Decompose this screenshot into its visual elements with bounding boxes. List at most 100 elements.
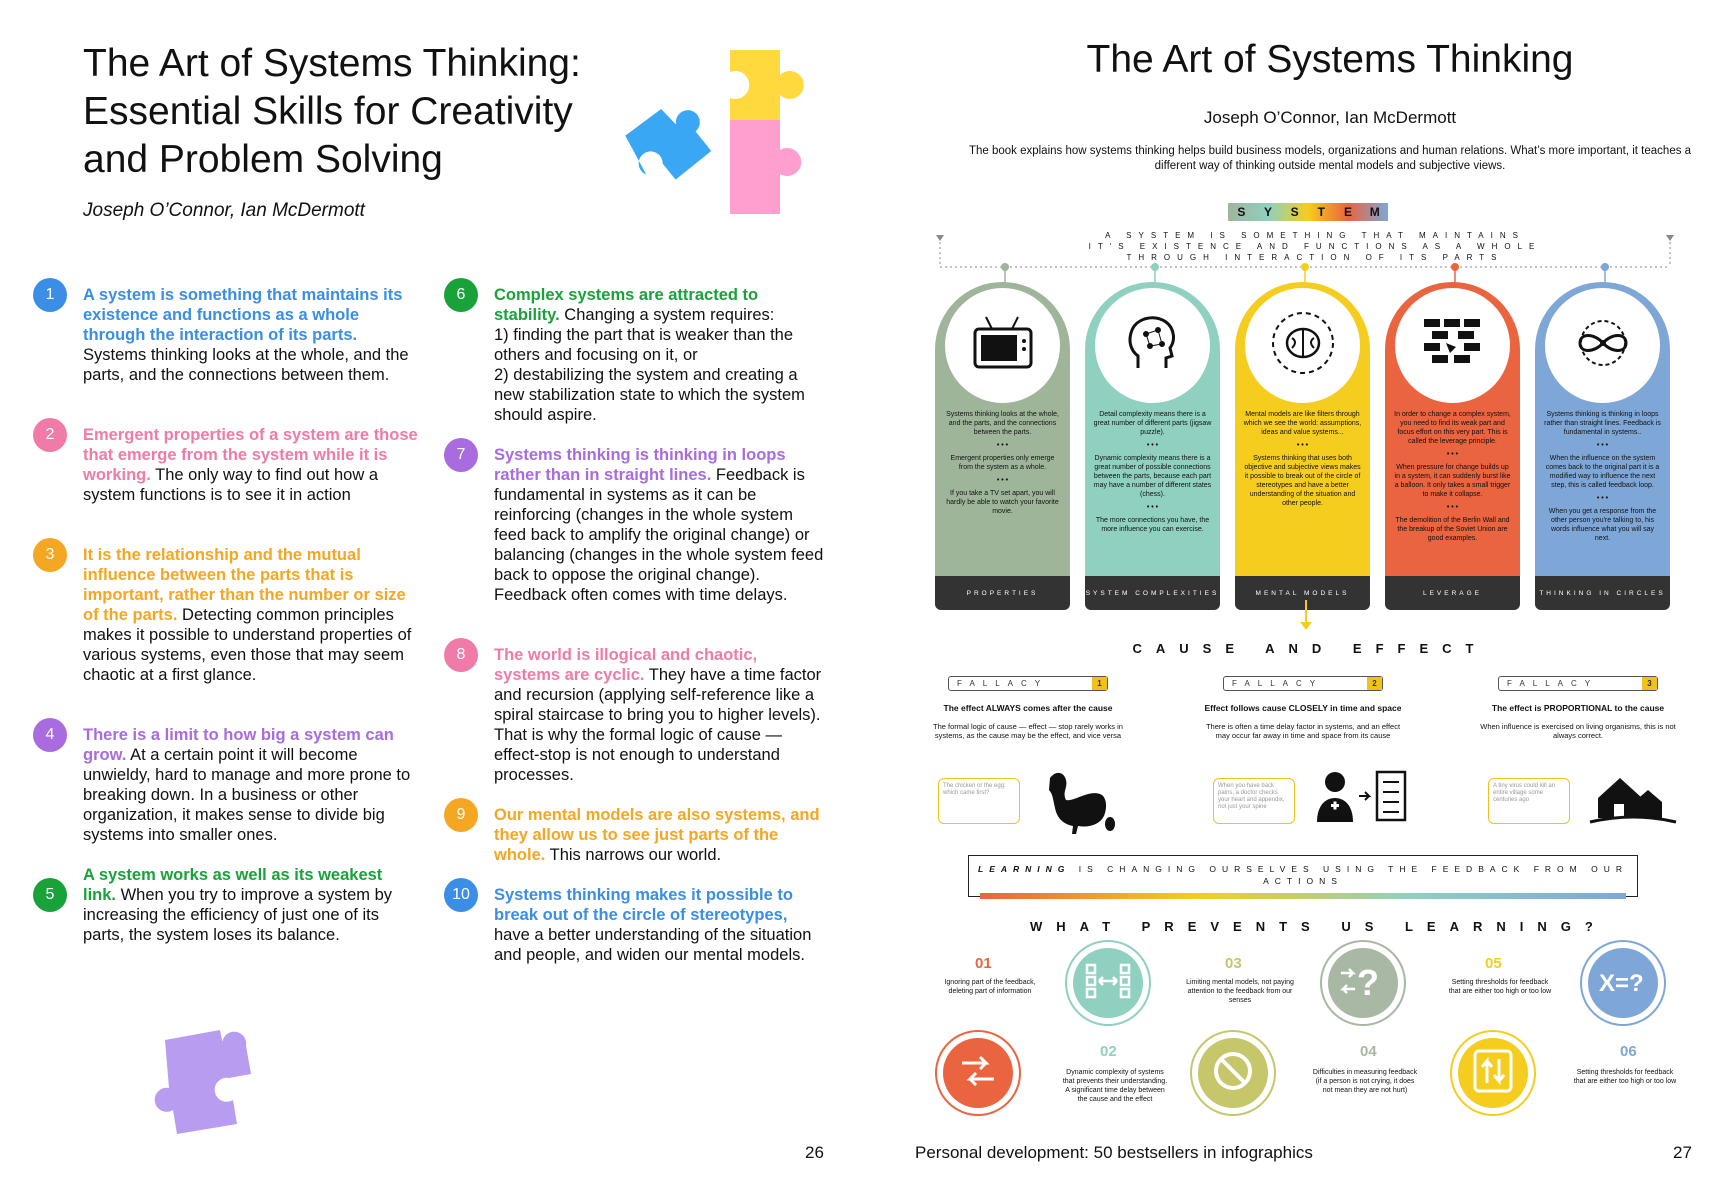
- prevent-text: Dynamic complexity of systems that preve…: [1062, 1069, 1168, 1103]
- point-list-item: 2) destabilizing the system and creating…: [494, 366, 805, 424]
- brick-wall-icon: [1420, 315, 1486, 376]
- fallacy-heading: The effect is PROPORTIONAL to the cause: [1491, 703, 1665, 713]
- point-highlight: Complex systems are attracted to stabili…: [494, 286, 759, 324]
- left-page-title: The Art of Systems Thinking: Essential S…: [83, 42, 581, 181]
- point-highlight: A system works as well as its weakest li…: [83, 866, 383, 904]
- column-icon-circle: [1545, 288, 1660, 403]
- point-highlight: Emergent properties of a system are thos…: [83, 426, 418, 484]
- connect-nodes-icon: [1085, 961, 1131, 1006]
- column-paragraph: Dynamic complexity means there is a grea…: [1093, 455, 1212, 498]
- system-banner: S Y S T E M: [1228, 203, 1388, 221]
- fallacy-tag: Fallacy 3: [1498, 676, 1658, 691]
- prevent-ring: [935, 1030, 1021, 1116]
- point-highlight: Systems thinking is thinking in loops ra…: [494, 446, 786, 484]
- point-highlight: Systems thinking makes it possible to br…: [494, 886, 793, 924]
- system-letter: Y: [1264, 205, 1273, 219]
- prevent-ring: [1065, 940, 1151, 1026]
- prevent-number: 04: [1360, 1043, 1377, 1060]
- right-page-authors: Joseph O’Connor, Ian McDermott: [1203, 108, 1457, 127]
- column-separator: • • •: [1446, 451, 1459, 458]
- fallacy-word: Fallacy: [957, 679, 1049, 688]
- fallacy-speech-bubble: The chicken or the egg: which came first…: [938, 778, 1020, 824]
- point-number-badge: 8: [444, 638, 478, 672]
- point-7: Systems thinking is thinking in loops ra…: [494, 445, 824, 605]
- column-separator: • • •: [1146, 442, 1159, 449]
- doctor-checklist-icon: [1313, 768, 1413, 829]
- prevent-text: Setting thresholds for feedback that are…: [1448, 979, 1552, 995]
- point-text: This narrows our world.: [545, 846, 722, 864]
- fallacy-tag: Fallacy 1: [948, 676, 1108, 691]
- system-letter: E: [1344, 205, 1353, 219]
- prevent-text: Difficulties in measuring feedback (if a…: [1312, 1069, 1418, 1094]
- system-letter: S: [1290, 205, 1299, 219]
- column-icon-circle: [1245, 288, 1360, 403]
- fallacy-word: Fallacy: [1232, 679, 1324, 688]
- columns-connector: [936, 235, 1674, 290]
- point-text: They have a time factor and recursion (a…: [494, 666, 822, 784]
- left-page-authors: Joseph O’Connor, Ian McDermott: [83, 200, 365, 221]
- column-icon-circle: [945, 288, 1060, 403]
- column-paragraph: If you take a TV set apart, you will har…: [946, 490, 1059, 515]
- point-10: Systems thinking makes it possible to br…: [494, 885, 824, 965]
- fallacy-speech-bubble: A tiny virus could kill an entire villag…: [1488, 778, 1570, 824]
- system-column-0: Systems thinking looks at the whole, and…: [935, 282, 1070, 610]
- prevent-number: 06: [1620, 1043, 1637, 1060]
- fallacy-speech-bubble: When you have back pains, a doctor check…: [1213, 778, 1295, 824]
- down-arrow-icon: [1300, 600, 1312, 630]
- column-separator: • • •: [1146, 504, 1159, 511]
- system-column-3: In order to change a complex system, you…: [1385, 282, 1520, 610]
- point-highlight: It is the relationship and the mutual in…: [83, 546, 406, 624]
- system-letter: T: [1317, 205, 1326, 219]
- column-label: Properties: [935, 576, 1070, 610]
- column-paragraph: When you get a response from the other p…: [1548, 508, 1657, 542]
- prevent-ring: [1450, 1030, 1536, 1116]
- column-paragraph: Systems thinking that uses both objectiv…: [1244, 455, 1361, 507]
- point-3: It is the relationship and the mutual in…: [83, 545, 418, 685]
- column-separator: • • •: [1296, 442, 1309, 449]
- system-column-1: Detail complexity means there is a great…: [1085, 282, 1220, 610]
- point-number-badge: 10: [444, 878, 478, 912]
- point-text: Changing a system requires:: [559, 306, 775, 324]
- prevent-ring-inner: [1073, 948, 1143, 1018]
- puzzle-pieces-icon: [625, 50, 804, 214]
- learning-text: Learning is changing ourselves using the…: [969, 856, 1637, 887]
- column-separator: • • •: [1446, 504, 1459, 511]
- column-label: Thinking in circles: [1535, 576, 1670, 610]
- prevent-ring-inner: [943, 1038, 1013, 1108]
- column-text: In order to change a complex system, you…: [1393, 410, 1512, 543]
- head-network-icon: [1122, 312, 1184, 379]
- column-separator: • • •: [1596, 442, 1609, 449]
- point-4: There is a limit to how big a system can…: [83, 725, 418, 845]
- system-definition: A system is something that maintains it'…: [1088, 231, 1542, 262]
- prevent-ring-inner: ?: [1328, 948, 1398, 1018]
- point-number-badge: 6: [444, 278, 478, 312]
- question-arrows-icon: ?: [1339, 959, 1387, 1008]
- system-letter: S: [1237, 205, 1246, 219]
- column-text: Systems thinking is thinking in loops ra…: [1543, 410, 1662, 543]
- point-number-badge: 7: [444, 438, 478, 472]
- arrows-swap-icon: [958, 1053, 998, 1094]
- point-8: The world is illogical and chaotic, syst…: [494, 645, 824, 785]
- column-separator: • • •: [996, 477, 1009, 484]
- right-page-number: 27: [1673, 1143, 1692, 1162]
- column-paragraph: In order to change a complex system, you…: [1394, 411, 1511, 445]
- point-number-badge: 2: [33, 418, 67, 452]
- fallacy-body: The formal logic of cause — effect — sto…: [933, 722, 1123, 740]
- brain-icon: [1270, 310, 1336, 381]
- fallacy-heading: Effect follows cause CLOSELY in time and…: [1204, 703, 1402, 713]
- learning-word: Learning: [978, 864, 1071, 874]
- prevent-ring: [1190, 1030, 1276, 1116]
- learning-banner: Learning is changing ourselves using the…: [968, 855, 1638, 897]
- prevent-text: Ignoring part of the feedback, deleting …: [944, 979, 1036, 995]
- x-equals-question-icon: X=?: [1597, 963, 1649, 1004]
- column-icon-circle: [1395, 288, 1510, 403]
- fallacy-tag: Fallacy 2: [1223, 676, 1383, 691]
- point-text: Systems thinking looks at the whole, and…: [83, 346, 409, 384]
- prevent-text: Setting thresholds for feedback that are…: [1573, 1069, 1677, 1085]
- column-label: System complexities: [1085, 576, 1220, 610]
- prevent-ring-inner: X=?: [1588, 948, 1658, 1018]
- fallacy-number: 3: [1642, 677, 1657, 690]
- point-text: Detecting common principles makes it pos…: [83, 606, 412, 684]
- column-label: Leverage: [1385, 576, 1520, 610]
- learning-gradient-bar: [980, 893, 1626, 899]
